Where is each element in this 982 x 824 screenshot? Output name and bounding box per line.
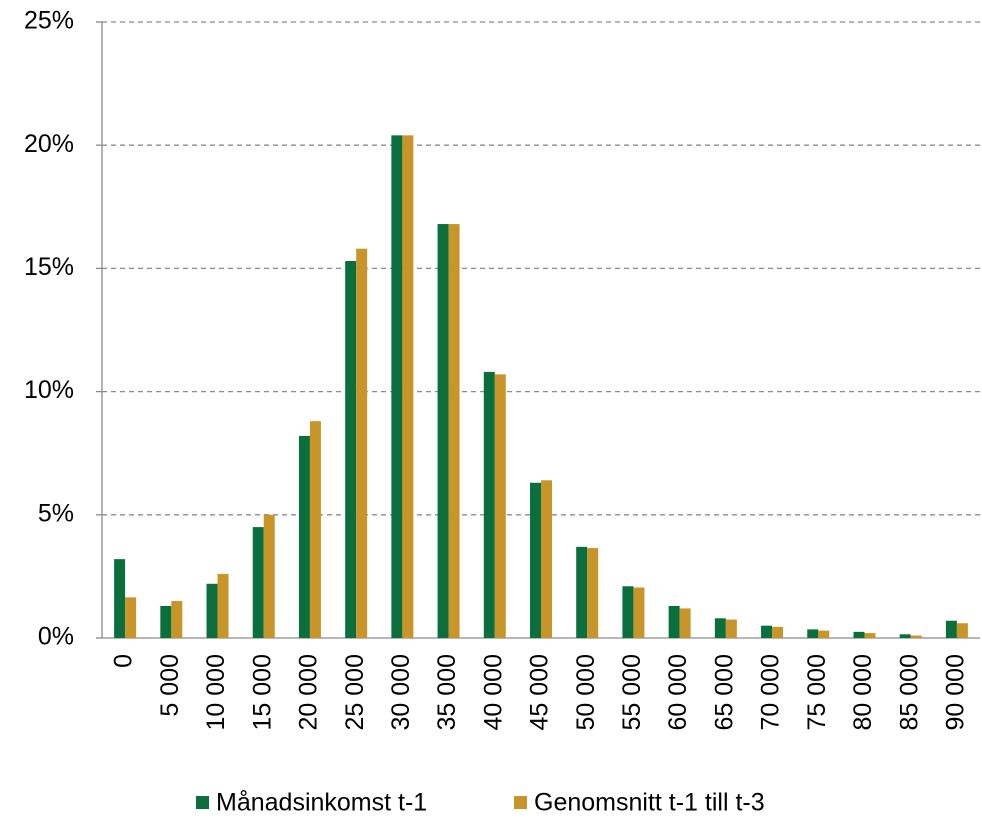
x-tick-label: 25 000 bbox=[341, 654, 369, 730]
x-tick-label: 20 000 bbox=[295, 654, 323, 730]
bar bbox=[252, 527, 264, 638]
x-tick-label: 15 000 bbox=[248, 654, 276, 730]
bar bbox=[437, 224, 449, 638]
x-tick-label: 30 000 bbox=[387, 654, 415, 730]
bar bbox=[818, 630, 830, 638]
y-tick-label: 0% bbox=[38, 623, 74, 651]
bar bbox=[171, 601, 183, 638]
bar bbox=[807, 629, 819, 638]
x-tick-label: 85 000 bbox=[895, 654, 923, 730]
x-tick-label: 10 000 bbox=[202, 654, 230, 730]
x-tick-label: 75 000 bbox=[803, 654, 831, 730]
bar bbox=[587, 548, 599, 638]
bar bbox=[714, 618, 726, 638]
bar bbox=[679, 608, 691, 638]
bar bbox=[761, 625, 773, 638]
x-tick-label: 65 000 bbox=[710, 654, 738, 730]
bar bbox=[345, 261, 357, 638]
x-tick-label: 35 000 bbox=[433, 654, 461, 730]
bar bbox=[576, 546, 588, 638]
bar bbox=[356, 248, 368, 639]
x-tick-label: 90 000 bbox=[942, 654, 970, 730]
legend-swatch bbox=[514, 796, 527, 809]
bar bbox=[125, 597, 137, 638]
bar bbox=[114, 559, 126, 638]
bar bbox=[391, 135, 403, 638]
x-tick-label: 45 000 bbox=[526, 654, 554, 730]
bar bbox=[530, 482, 541, 638]
x-tick-label: 50 000 bbox=[572, 654, 600, 730]
x-tick-label: 60 000 bbox=[664, 654, 692, 730]
bar bbox=[853, 631, 865, 638]
y-tick-label: 20% bbox=[24, 130, 74, 158]
bar bbox=[402, 135, 414, 638]
bar bbox=[298, 435, 310, 638]
y-tick-label: 15% bbox=[24, 253, 74, 281]
bar bbox=[633, 587, 645, 638]
bar bbox=[448, 224, 460, 638]
x-tick-label: 55 000 bbox=[618, 654, 646, 730]
y-tick-label: 5% bbox=[38, 499, 74, 527]
bar bbox=[494, 374, 506, 638]
bar bbox=[899, 634, 911, 638]
x-tick-label: 70 000 bbox=[757, 654, 785, 730]
x-tick-label: 80 000 bbox=[849, 654, 877, 730]
bar bbox=[956, 623, 968, 638]
bar bbox=[772, 626, 784, 638]
bar bbox=[541, 480, 552, 638]
bar bbox=[945, 620, 957, 638]
legend-label: Månadsinkomst t-1 bbox=[216, 789, 427, 817]
bar bbox=[309, 421, 321, 638]
bar bbox=[622, 586, 634, 638]
legend-swatch bbox=[196, 796, 209, 809]
bar bbox=[206, 583, 218, 638]
y-tick-label: 10% bbox=[24, 376, 74, 404]
bar bbox=[910, 635, 922, 638]
x-tick-label: 40 000 bbox=[479, 654, 507, 730]
bar bbox=[217, 573, 229, 638]
bar bbox=[160, 605, 172, 638]
legend-label: Genomsnitt t-1 till t-3 bbox=[534, 789, 765, 817]
bar bbox=[864, 633, 876, 638]
bar bbox=[668, 605, 680, 638]
x-tick-label: 5 000 bbox=[156, 654, 184, 717]
y-tick-label: 25% bbox=[24, 7, 74, 35]
bar bbox=[483, 371, 495, 638]
bar bbox=[725, 619, 737, 638]
bar bbox=[263, 514, 275, 638]
x-tick-label: 0 bbox=[110, 654, 138, 668]
